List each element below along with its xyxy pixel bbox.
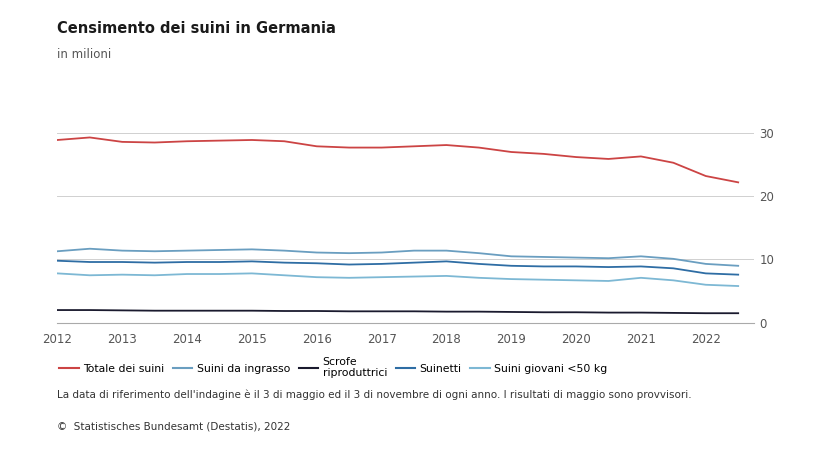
Legend: Totale dei suini, Suini da ingrasso, Scrofe
riproduttrici, Suinetti, Suini giova: Totale dei suini, Suini da ingrasso, Scr… <box>59 357 607 378</box>
Text: La data di riferimento dell'indagine è il 3 di maggio ed il 3 di novembre di ogn: La data di riferimento dell'indagine è i… <box>57 390 691 400</box>
Text: ©  Statistisches Bundesamt (Destatis), 2022: © Statistisches Bundesamt (Destatis), 20… <box>57 422 291 432</box>
Text: Censimento dei suini in Germania: Censimento dei suini in Germania <box>57 21 336 36</box>
Text: in milioni: in milioni <box>57 48 111 61</box>
